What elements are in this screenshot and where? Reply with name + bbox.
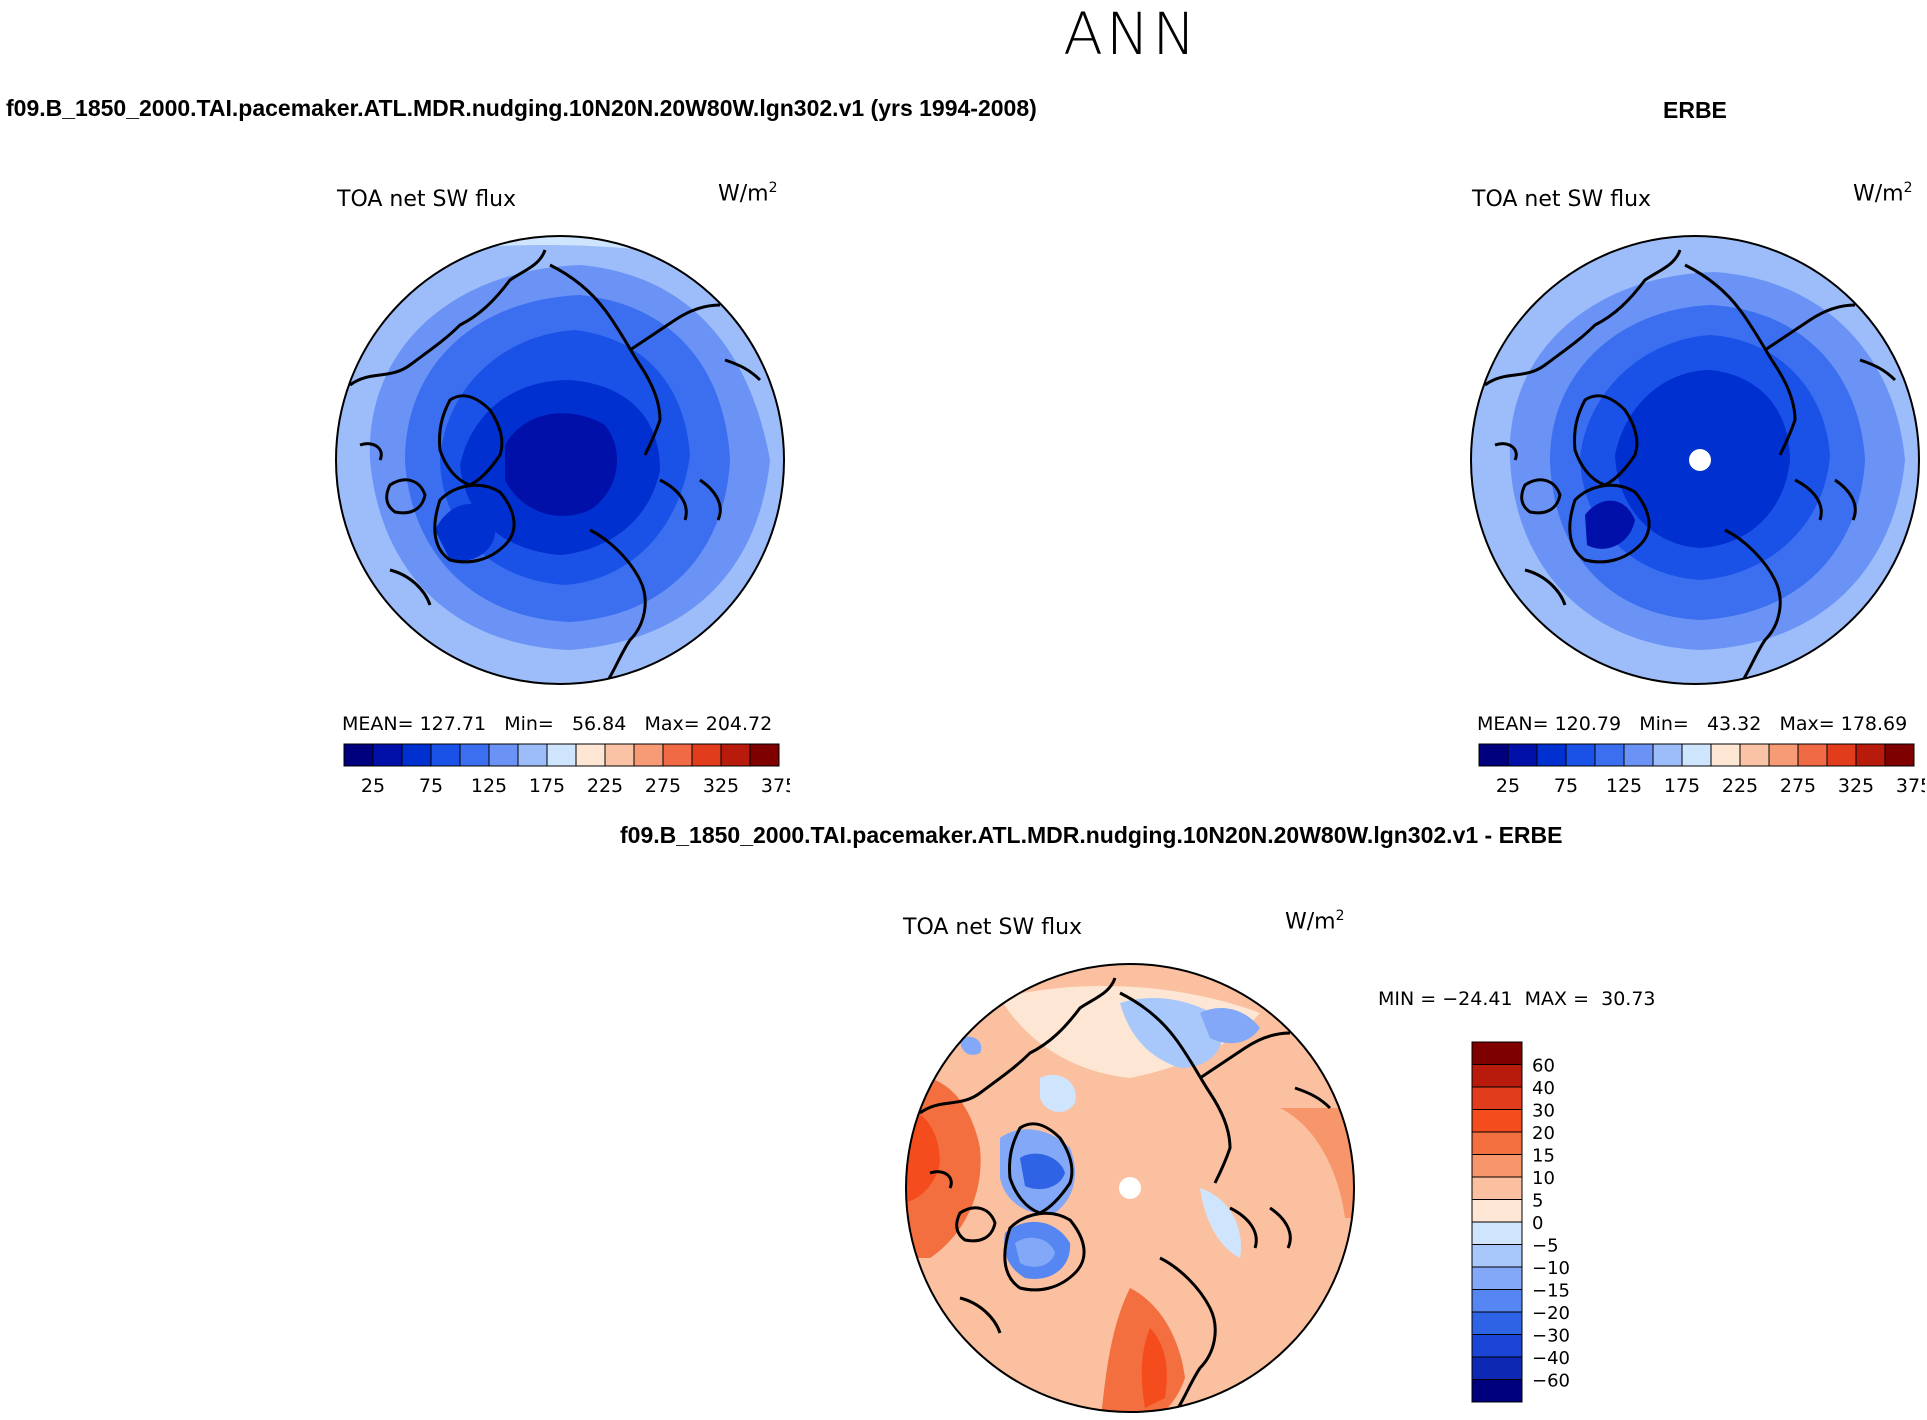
diff-colorbar-swatch (1471, 1199, 1523, 1223)
diff-stats: MIN = −24.41 MAX = 30.73 (1378, 988, 1656, 1010)
obs-colorbar-swatch (1652, 743, 1683, 767)
obs-colorbar-swatch (1739, 743, 1770, 767)
obs-stats: MEAN= 120.79 Min= 43.32 Max= 178.69 (1477, 713, 1908, 735)
obs-colorbar-swatch (1768, 743, 1799, 767)
diff-colorbar-label: 60 (1532, 1056, 1555, 1077)
diff-colorbar-swatch (1471, 1221, 1523, 1245)
obs-colorbar-label: 75 (1554, 775, 1578, 797)
model-colorbar-swatch (488, 743, 519, 767)
model-colorbar-label: 125 (471, 775, 507, 797)
obs-polar-map (1470, 235, 1920, 685)
obs-colorbar-swatch (1855, 743, 1886, 767)
obs-colorbar-swatch (1536, 743, 1567, 767)
obs-colorbar-swatch (1565, 743, 1596, 767)
model-colorbar-label: 25 (361, 775, 385, 797)
diff-colorbar-swatch (1471, 1176, 1523, 1200)
obs-colorbar-swatch (1710, 743, 1741, 767)
diff-colorbar-swatch (1471, 1109, 1523, 1133)
obs-colorbar-swatch (1884, 743, 1915, 767)
diff-colorbar-swatch (1471, 1244, 1523, 1268)
diff-colorbar-swatch (1471, 1379, 1523, 1403)
obs-units-label: W/m2 (1853, 180, 1913, 207)
obs-colorbar-label: 25 (1496, 775, 1520, 797)
model-colorbar-swatch (691, 743, 722, 767)
obs-variable-label: TOA net SW flux (1472, 187, 1652, 212)
model-colorbar-swatch (517, 743, 548, 767)
diff-colorbar-label: 10 (1532, 1168, 1555, 1189)
diff-colorbar-label: −20 (1532, 1303, 1570, 1324)
model-colorbar-label: 325 (703, 775, 739, 797)
diff-colorbar-label: −30 (1532, 1326, 1570, 1347)
obs-colorbar-label: 175 (1664, 775, 1700, 797)
model-colorbar-swatch (604, 743, 635, 767)
model-units-label: W/m2 (718, 180, 778, 207)
model-colorbar-swatch (662, 743, 693, 767)
obs-colorbar: 25 75 125 175 225 275 325 375 (1478, 743, 1925, 797)
diff-colorbar-label: 15 (1532, 1146, 1555, 1167)
obs-colorbar-swatch (1826, 743, 1857, 767)
obs-colorbar-label: 325 (1838, 775, 1874, 797)
season-title: ANN (1063, 0, 1199, 68)
model-colorbar-swatch (546, 743, 577, 767)
obs-colorbar-swatch (1623, 743, 1654, 767)
model-colorbar-label: 375 (761, 775, 790, 797)
model-colorbar-swatch (575, 743, 606, 767)
diff-colorbar-label: 5 (1532, 1191, 1543, 1212)
diff-colorbar-swatch (1471, 1266, 1523, 1290)
diff-colorbar-swatch (1471, 1086, 1523, 1110)
obs-colorbar-label: 375 (1896, 775, 1925, 797)
diff-colorbar-label: 30 (1532, 1101, 1555, 1122)
diff-colorbar-label: 20 (1532, 1123, 1555, 1144)
diff-units-label: W/m2 (1285, 908, 1345, 935)
model-stats: MEAN= 127.71 Min= 56.84 Max= 204.72 (342, 713, 773, 735)
diff-variable-label: TOA net SW flux (903, 915, 1083, 940)
diff-colorbar-swatch (1471, 1154, 1523, 1178)
model-panel-title: f09.B_1850_2000.TAI.pacemaker.ATL.MDR.nu… (6, 95, 1037, 121)
model-colorbar-swatch (430, 743, 461, 767)
diff-colorbar-label: −60 (1532, 1371, 1570, 1392)
diff-colorbar-swatch (1471, 1289, 1523, 1313)
model-colorbar-swatch (401, 743, 432, 767)
model-colorbar-swatch (343, 743, 374, 767)
model-colorbar-swatch (720, 743, 751, 767)
diff-colorbar-swatch (1471, 1334, 1523, 1358)
diff-colorbar-label: 0 (1532, 1213, 1543, 1234)
obs-colorbar-swatch (1478, 743, 1509, 767)
diff-colorbar-swatch (1471, 1131, 1523, 1155)
diff-colorbar-label: −40 (1532, 1348, 1570, 1369)
diff-colorbar-label: −5 (1532, 1236, 1559, 1257)
obs-colorbar-swatch (1681, 743, 1712, 767)
diff-colorbar-label: 40 (1532, 1078, 1555, 1099)
obs-colorbar-label: 225 (1722, 775, 1758, 797)
model-colorbar-label: 275 (645, 775, 681, 797)
diff-colorbar-swatch (1471, 1041, 1523, 1065)
diff-colorbar-swatch (1471, 1356, 1523, 1380)
obs-colorbar-swatch (1594, 743, 1625, 767)
diff-colorbar-swatch (1471, 1311, 1523, 1335)
diff-colorbar-label: −10 (1532, 1258, 1570, 1279)
obs-panel-title: ERBE (1663, 97, 1727, 123)
obs-colorbar-swatch (1797, 743, 1828, 767)
model-colorbar-swatch (749, 743, 780, 767)
model-colorbar-label: 175 (529, 775, 565, 797)
diff-panel-title: f09.B_1850_2000.TAI.pacemaker.ATL.MDR.nu… (620, 822, 1563, 848)
model-polar-map (335, 235, 785, 685)
model-colorbar-swatch (459, 743, 490, 767)
model-colorbar-swatch (372, 743, 403, 767)
diff-colorbar-swatch (1471, 1064, 1523, 1088)
diff-polar-map (905, 963, 1355, 1413)
diff-colorbar-label: −15 (1532, 1281, 1570, 1302)
model-colorbar: 25 75 125 175 225 275 325 375 (343, 743, 790, 797)
model-colorbar-label: 75 (419, 775, 443, 797)
model-colorbar-swatch (633, 743, 664, 767)
obs-colorbar-label: 275 (1780, 775, 1816, 797)
obs-colorbar-label: 125 (1606, 775, 1642, 797)
obs-colorbar-swatch (1507, 743, 1538, 767)
model-variable-label: TOA net SW flux (337, 187, 517, 212)
model-colorbar-label: 225 (587, 775, 623, 797)
